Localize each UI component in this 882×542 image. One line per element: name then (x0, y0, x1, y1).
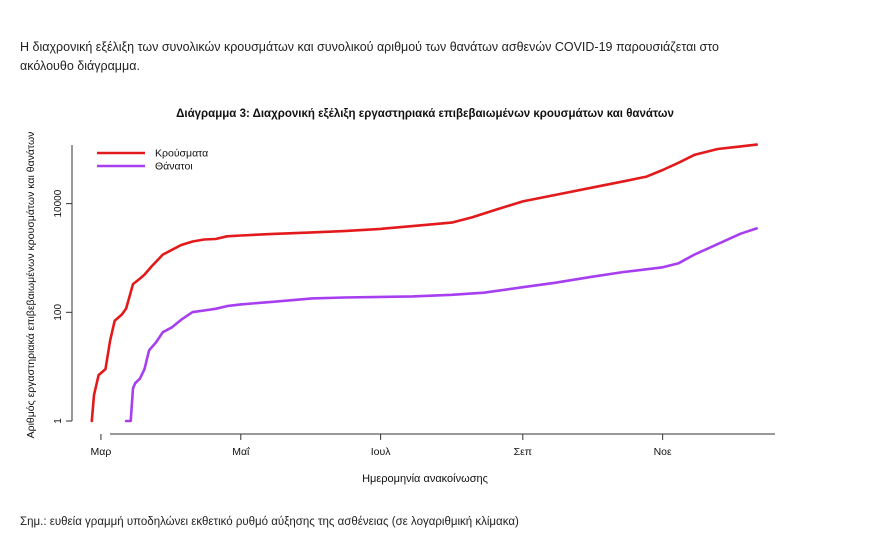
x-ticks: Μαρ Μαΐ Ιουλ Σεπ Νοε (91, 434, 672, 458)
y-ticks: 1 100 10000 (53, 189, 72, 424)
x-tick-label: Μαΐ (232, 446, 250, 458)
footnote: Σημ.: ευθεία γραμμή υποδηλώνει εκθετικό … (20, 516, 519, 528)
intro-paragraph: Η διαχρονική εξέλιξη των συνολικών κρουσ… (20, 38, 820, 76)
x-tick-label: Σεπ (514, 446, 532, 458)
y-tick-label: 10000 (53, 189, 64, 217)
intro-line-1: Η διαχρονική εξέλιξη των συνολικών κρουσ… (20, 40, 719, 54)
chart-title: Διάγραμμα 3: Διαχρονική εξέλιξη εργαστηρ… (176, 108, 674, 120)
series-line-1 (90, 143, 759, 423)
legend-label: Κρούσματα (155, 148, 208, 160)
y-tick-label: 100 (53, 304, 64, 321)
y-axis-label: Αριθμός εργαστηριακά επιβεβαιωμένων κρου… (25, 132, 37, 439)
y-tick-label: 1 (53, 418, 64, 424)
x-tick-label: Ιουλ (371, 446, 391, 458)
intro-line-2: ακόλουθο διάγραμμα. (20, 59, 140, 73)
x-axis-label: Ημερομηνία ανακοίνωσης (362, 473, 488, 485)
x-tick-label: Νοε (654, 446, 672, 458)
series-line-2 (124, 227, 759, 423)
x-tick-label: Μαρ (91, 446, 112, 458)
chart: Διάγραμμα 3: Διαχρονική εξέλιξη εργαστηρ… (25, 108, 775, 485)
series-lines (90, 143, 759, 423)
legend-label: Θάνατοι (155, 161, 193, 173)
